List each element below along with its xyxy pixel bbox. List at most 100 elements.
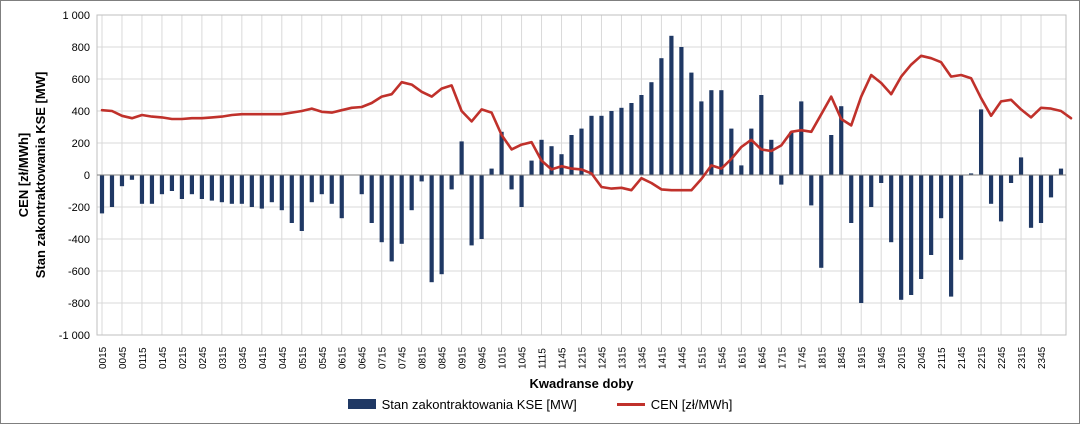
bar bbox=[829, 135, 834, 175]
x-tick-label: 2145 bbox=[957, 346, 968, 369]
x-tick-label: 2245 bbox=[997, 346, 1008, 369]
bar bbox=[299, 175, 304, 231]
bar bbox=[1038, 175, 1044, 223]
y-tick-label: 200 bbox=[72, 138, 90, 150]
x-tick-label: 2045 bbox=[917, 346, 928, 369]
bar bbox=[719, 90, 724, 175]
bar bbox=[649, 82, 654, 175]
x-tick-label: 0115 bbox=[138, 347, 149, 369]
x-tick-label: 1115 bbox=[538, 348, 549, 369]
bar bbox=[149, 175, 155, 204]
bar bbox=[269, 175, 274, 203]
x-tick-label: 1445 bbox=[677, 346, 688, 369]
x-tick-label: 1215 bbox=[578, 346, 589, 369]
bar bbox=[599, 115, 604, 175]
bar bbox=[639, 95, 644, 175]
x-tick-label: 1845 bbox=[837, 346, 848, 369]
bar bbox=[629, 103, 634, 175]
bar bbox=[579, 128, 584, 175]
legend-item-bar: Stan zakontraktowania KSE [MW] bbox=[347, 396, 577, 412]
bar bbox=[459, 141, 464, 175]
bar bbox=[509, 175, 514, 190]
bar bbox=[189, 175, 194, 195]
x-tick-label: 0215 bbox=[178, 346, 189, 369]
x-tick-label: 0545 bbox=[318, 346, 329, 369]
y-tick-label: -800 bbox=[68, 298, 90, 310]
bar bbox=[119, 175, 125, 187]
bar bbox=[819, 175, 824, 268]
x-tick-label: 2315 bbox=[1017, 346, 1028, 369]
bar bbox=[279, 175, 284, 211]
bar bbox=[929, 175, 934, 255]
x-axis-title: Kwadranse doby bbox=[529, 376, 634, 391]
bar bbox=[939, 175, 944, 219]
x-tick-label: 0015 bbox=[98, 346, 109, 369]
x-tick-label: 1145 bbox=[558, 347, 569, 369]
bar bbox=[749, 128, 754, 175]
x-tick-label: 0745 bbox=[398, 346, 409, 369]
legend-label-bar: Stan zakontraktowania KSE [MW] bbox=[381, 396, 577, 412]
bar bbox=[209, 175, 214, 201]
y-tick-label: -400 bbox=[68, 234, 90, 246]
bar bbox=[389, 175, 394, 262]
bar bbox=[809, 175, 814, 206]
bar bbox=[199, 175, 204, 199]
bar bbox=[259, 175, 264, 209]
x-tick-label: 1645 bbox=[757, 346, 768, 369]
x-tick-label: 1545 bbox=[717, 346, 728, 369]
bar bbox=[159, 175, 165, 195]
bar bbox=[179, 175, 185, 199]
x-tick-label: 0715 bbox=[378, 346, 389, 369]
y-axis-title-contract: Stan zakontraktowania KSE [MW] bbox=[33, 72, 48, 279]
bar bbox=[839, 106, 844, 175]
y-tick-label: 1 000 bbox=[62, 10, 90, 22]
bar bbox=[369, 175, 374, 223]
bar bbox=[709, 90, 714, 175]
x-tick-label: 2215 bbox=[977, 346, 988, 369]
price-line bbox=[100, 54, 1073, 192]
x-tick-label: 0415 bbox=[258, 346, 269, 369]
bar bbox=[419, 175, 424, 182]
x-tick-label: 1945 bbox=[877, 346, 888, 369]
y-tick-label: 400 bbox=[72, 106, 90, 118]
x-tick-label: 2015 bbox=[897, 346, 908, 369]
bar bbox=[489, 168, 494, 175]
bar bbox=[239, 175, 244, 204]
x-tick-label: 0915 bbox=[458, 346, 469, 369]
bar bbox=[429, 175, 434, 283]
x-tick-label: 0045 bbox=[118, 346, 129, 369]
bar bbox=[289, 175, 294, 223]
bar bbox=[789, 131, 794, 175]
x-tick-label: 1715 bbox=[777, 346, 788, 369]
bar bbox=[539, 139, 544, 175]
bar bbox=[329, 175, 334, 204]
bar bbox=[559, 154, 564, 175]
x-tick-label: 0515 bbox=[298, 346, 309, 369]
bar bbox=[219, 175, 224, 203]
y-tick-label: 600 bbox=[72, 74, 90, 86]
x-tick-label: 0945 bbox=[478, 346, 489, 369]
bar bbox=[859, 175, 864, 303]
x-tick-label: 0345 bbox=[238, 346, 249, 369]
x-tick-label: 1745 bbox=[797, 346, 808, 369]
x-tick-label: 1245 bbox=[597, 346, 608, 369]
x-tick-label: 1615 bbox=[737, 346, 748, 369]
bar bbox=[869, 175, 874, 207]
bar bbox=[739, 165, 744, 175]
bar bbox=[909, 175, 914, 295]
bar bbox=[879, 175, 884, 183]
x-tick-label: 0845 bbox=[438, 346, 449, 369]
x-tick-label: 1345 bbox=[637, 346, 648, 369]
bar bbox=[409, 175, 414, 211]
bar bbox=[1028, 175, 1034, 228]
x-tick-label: 2345 bbox=[1037, 346, 1048, 369]
x-tick-label: 0145 bbox=[158, 346, 169, 369]
legend: Stan zakontraktowania KSE [MW] CEN [zł/M… bbox=[0, 394, 1080, 414]
bar bbox=[589, 115, 594, 175]
bar bbox=[169, 175, 175, 191]
bar bbox=[529, 160, 534, 175]
bar bbox=[889, 175, 894, 243]
bar bbox=[1048, 175, 1054, 198]
